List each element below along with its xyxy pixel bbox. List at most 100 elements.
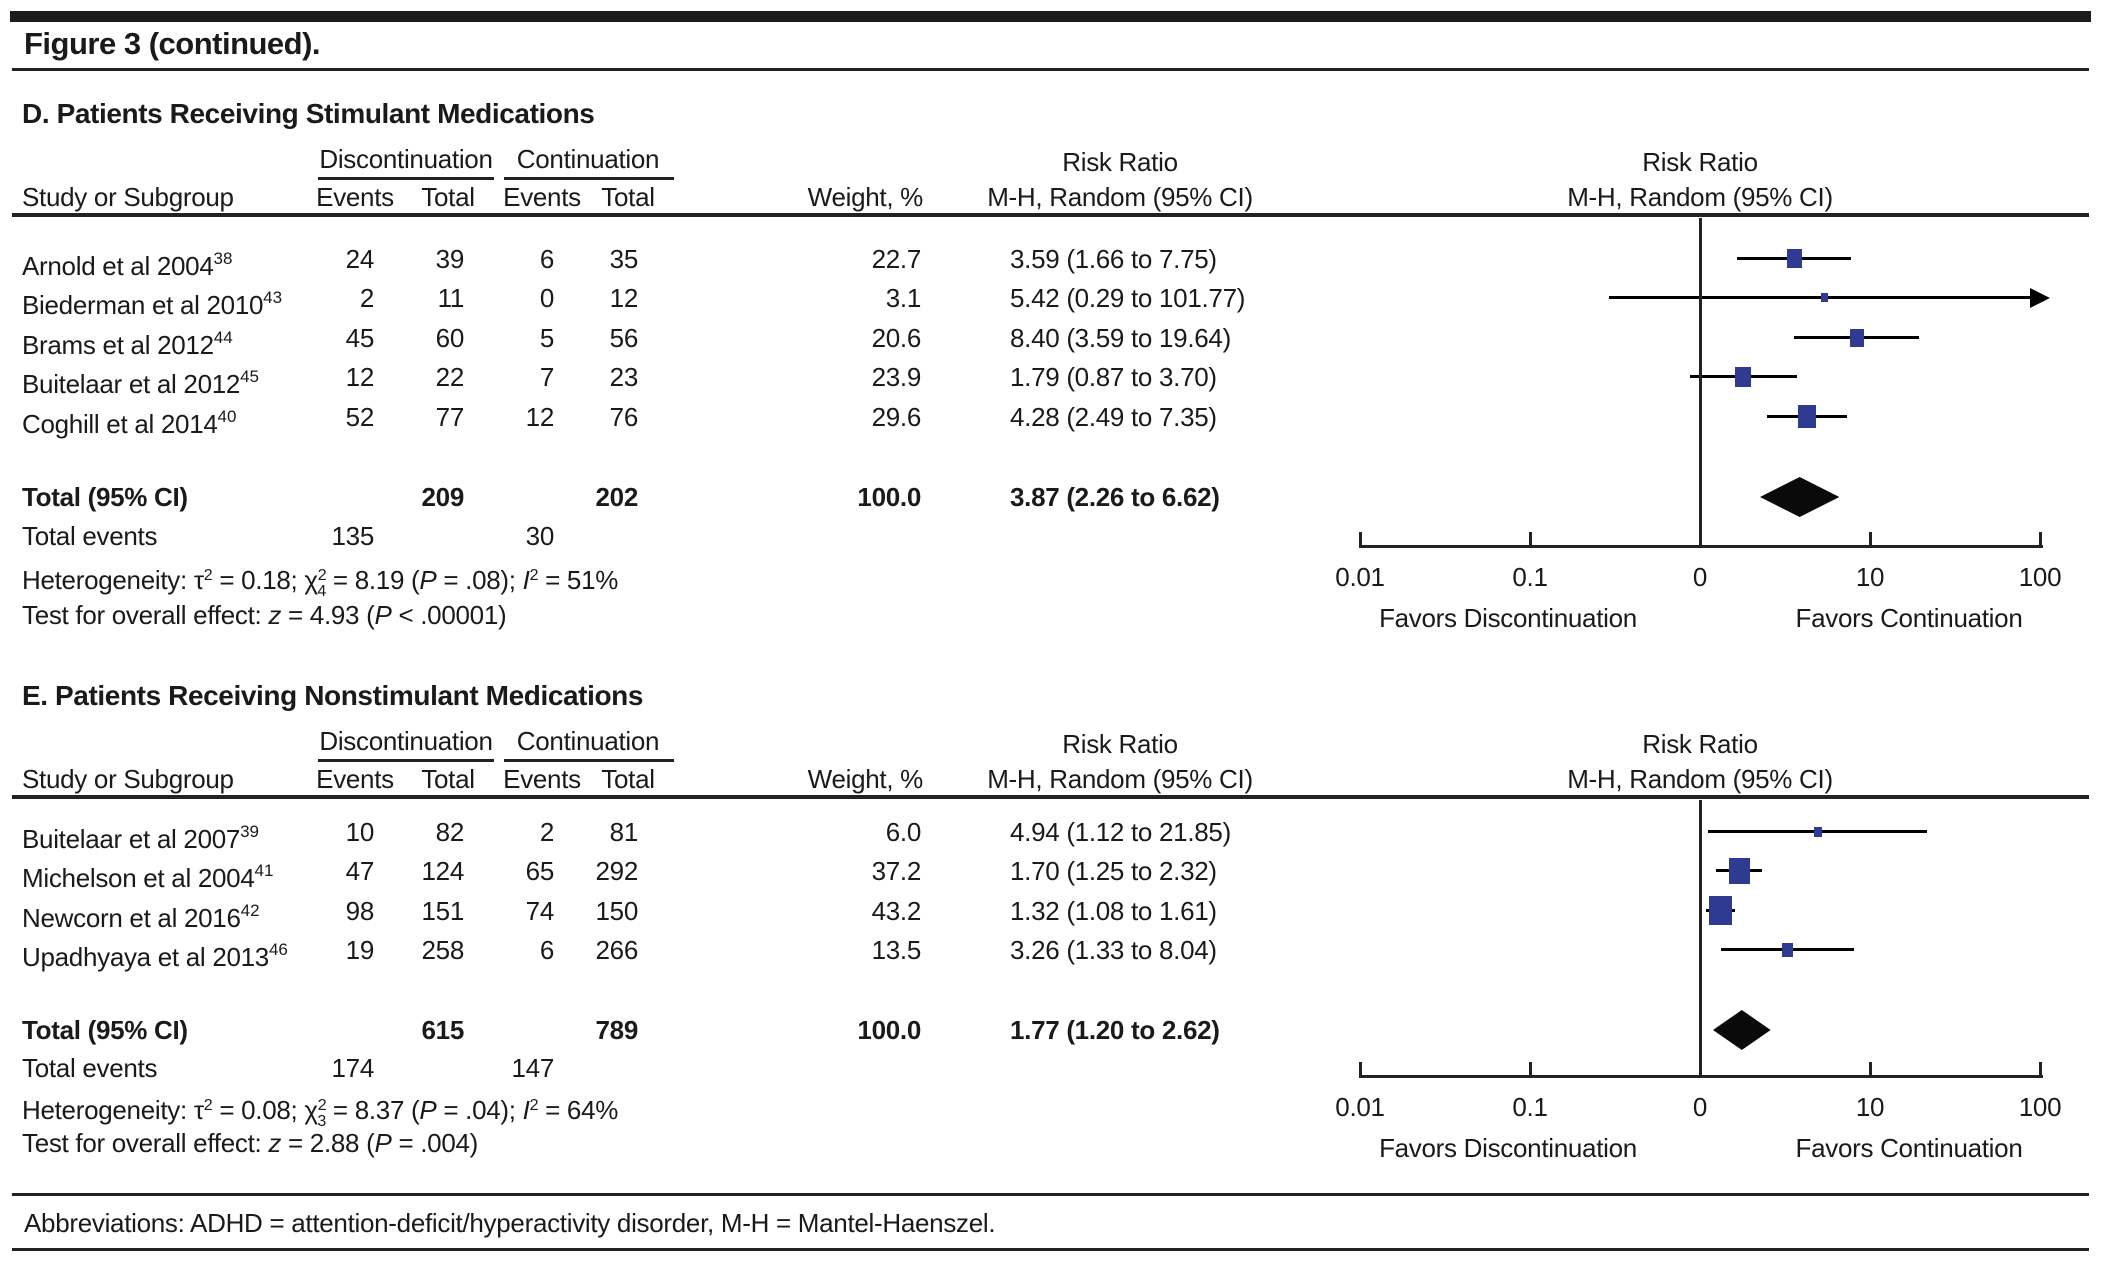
study-label: Brams et al 201244: [22, 328, 233, 360]
panel-e-plot-header-risk-ratio: Risk Ratio: [1642, 729, 1758, 759]
risk-ratio-cell: 3.26 (1.33 to 8.04): [1010, 935, 1217, 965]
weight-cell: 22.7: [871, 244, 922, 274]
weight-cell: 43.2: [871, 896, 922, 926]
x-axis-tick-label: 100: [2018, 1092, 2062, 1122]
total-risk-ratio-cell: 1.77 (1.20 to 2.62): [1010, 1015, 1220, 1045]
disc-events-cell: 52: [345, 402, 375, 432]
panel-d-header-cont-total: Total: [601, 182, 655, 212]
effect-square-marker: [1729, 858, 1750, 884]
study-label: Coghill et al 201440: [22, 407, 237, 439]
null-effect-line: [1699, 218, 1702, 548]
cont-events-cell: 5: [539, 323, 554, 353]
disc-total-cell: 124: [421, 856, 465, 886]
risk-ratio-cell: 3.59 (1.66 to 7.75): [1010, 244, 1217, 274]
disc-events-cell: 12: [345, 362, 375, 392]
x-axis-tick: [1869, 1062, 1872, 1078]
total-events-disc-cell: 174: [331, 1053, 375, 1083]
cont-total-cell: 12: [609, 283, 639, 313]
favors-right-label: Favors Continuation: [1795, 1133, 2023, 1163]
weight-cell: 37.2: [871, 856, 922, 886]
disc-events-cell: 98: [345, 896, 375, 926]
group-underline: [318, 759, 494, 762]
x-axis-tick: [1699, 532, 1702, 548]
x-axis-tick-label: 10: [1855, 1092, 1885, 1122]
risk-ratio-cell: 4.94 (1.12 to 21.85): [1010, 817, 1231, 847]
disc-total-cell: 39: [435, 244, 465, 274]
x-axis-tick: [2039, 532, 2042, 548]
total-row-label: Total (95% CI): [22, 482, 188, 512]
disc-events-cell: 10: [345, 817, 375, 847]
x-axis-tick-label: 0: [1692, 1092, 1708, 1122]
panel-e-header-cont-total: Total: [601, 764, 655, 794]
effect-square-marker: [1821, 293, 1828, 302]
panel-d-header-risk-ratio: Risk Ratio: [1062, 147, 1178, 177]
total-risk-ratio-cell: 3.87 (2.26 to 6.62): [1010, 482, 1220, 512]
risk-ratio-cell: 1.70 (1.25 to 2.32): [1010, 856, 1217, 886]
cont-total-cell: 81: [609, 817, 639, 847]
weight-cell: 13.5: [871, 935, 922, 965]
disc-events-cell: 2: [359, 283, 374, 313]
total-cont-total-cell: 202: [595, 482, 639, 512]
panel-d-plot-header-risk-ratio: Risk Ratio: [1642, 147, 1758, 177]
x-axis-tick: [1359, 1062, 1362, 1078]
x-axis-tick-label: 0: [1692, 562, 1708, 592]
panel-e-plot-header-mh-random: M-H, Random (95% CI): [1567, 764, 1833, 794]
effect-square-marker: [1787, 249, 1802, 268]
favors-right-label: Favors Continuation: [1795, 603, 2023, 633]
study-label: Biederman et al 201043: [22, 288, 283, 320]
panel-d-group-discontinuation: Discontinuation: [319, 144, 493, 174]
total-events-disc-cell: 135: [331, 521, 375, 551]
cont-events-cell: 2: [539, 817, 554, 847]
figure-title: Figure 3 (continued).: [24, 26, 321, 61]
effect-square-marker: [1709, 896, 1732, 925]
panel-e-header-disc-events: Events: [316, 764, 394, 794]
overall-effect-stat-line: Test for overall effect: z = 4.93 (P < .…: [22, 600, 507, 630]
panel-e-header-mh-random: M-H, Random (95% CI): [987, 764, 1253, 794]
x-axis-tick: [1529, 532, 1532, 548]
study-label: Buitelaar et al 201245: [22, 367, 259, 399]
group-underline: [504, 759, 674, 762]
x-axis-tick: [1869, 532, 1872, 548]
weight-cell: 3.1: [885, 283, 922, 313]
cont-total-cell: 23: [609, 362, 639, 392]
risk-ratio-cell: 4.28 (2.49 to 7.35): [1010, 402, 1217, 432]
top-border-bar: [10, 11, 2091, 22]
panel-d-header-disc-events: Events: [316, 182, 394, 212]
total-events-cont-cell: 147: [511, 1053, 555, 1083]
effect-square-marker: [1850, 329, 1864, 347]
study-label: Newcorn et al 201642: [22, 901, 260, 933]
panel-e-header-disc-total: Total: [421, 764, 475, 794]
cont-total-cell: 35: [609, 244, 639, 274]
x-axis-tick: [1699, 1062, 1702, 1078]
panel-d-header-mh-random: M-H, Random (95% CI): [987, 182, 1253, 212]
effect-square-marker: [1735, 367, 1751, 387]
disc-total-cell: 258: [421, 935, 465, 965]
weight-cell: 29.6: [871, 402, 922, 432]
weight-cell: 6.0: [885, 817, 922, 847]
cont-total-cell: 150: [595, 896, 639, 926]
disc-events-cell: 19: [345, 935, 375, 965]
x-axis-tick-label: 0.01: [1335, 562, 1385, 592]
weight-cell: 20.6: [871, 323, 922, 353]
total-events-label: Total events: [22, 1053, 158, 1083]
panel-d-header-weight: Weight, %: [807, 182, 924, 212]
disc-total-cell: 11: [437, 283, 465, 313]
x-axis-tick: [2039, 1062, 2042, 1078]
risk-ratio-cell: 5.42 (0.29 to 101.77): [1010, 283, 1246, 313]
panel-d-header-rule: [12, 213, 2089, 217]
total-cont-total-cell: 789: [595, 1015, 639, 1045]
study-label: Buitelaar et al 200739: [22, 822, 259, 854]
total-weight-cell: 100.0: [857, 1015, 921, 1045]
cont-total-cell: 292: [595, 856, 639, 886]
total-weight-cell: 100.0: [857, 482, 921, 512]
x-axis-tick: [1359, 532, 1362, 548]
panel-e-group-discontinuation: Discontinuation: [319, 726, 493, 756]
total-disc-total-cell: 615: [421, 1015, 465, 1045]
disc-total-cell: 22: [435, 362, 465, 392]
effect-square-marker: [1814, 827, 1822, 837]
panel-d-header-cont-events: Events: [503, 182, 581, 212]
footer-divider-top: [12, 1193, 2089, 1196]
overall-effect-stat-line: Test for overall effect: z = 2.88 (P = .…: [22, 1128, 479, 1158]
ci-clip-arrow-icon: [2030, 288, 2050, 308]
